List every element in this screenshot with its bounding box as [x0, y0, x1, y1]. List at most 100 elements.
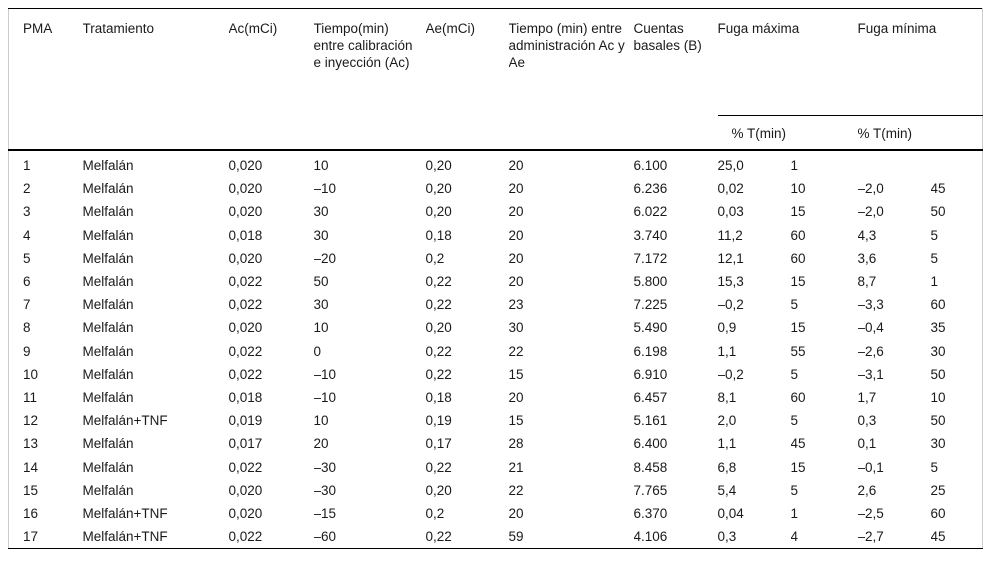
table-cell: [858, 150, 931, 177]
table-cell: –0,2: [717, 297, 744, 313]
table-cell: 45: [790, 436, 806, 452]
table-cell: 10: [930, 389, 946, 405]
table-cell: –0,1: [857, 459, 884, 475]
table-cell: Melfalán: [82, 204, 134, 220]
table-cell: –0,2: [717, 366, 744, 382]
table-cell: 15,3: [717, 274, 744, 290]
table-cell: 1: [930, 274, 939, 290]
table-cell: 0,18: [425, 389, 452, 405]
table-cell: 6: [23, 274, 31, 290]
table-cell: [931, 150, 983, 177]
table-cell: 1,1: [717, 436, 737, 452]
table-cell: 0,019: [228, 413, 263, 429]
table-cell: 5: [930, 250, 939, 266]
table-cell: 0,020: [228, 158, 263, 174]
table-cell: 50: [930, 413, 946, 429]
table-cell: 15: [790, 204, 806, 220]
table-cell: 0,20: [425, 482, 452, 498]
table-cell: 25: [930, 482, 946, 498]
table-cell: 20: [508, 505, 524, 521]
table-row: 1 Melfalán 0,020 10 0,20 20 6.100 25,0 1: [9, 150, 983, 177]
table-cell: 15: [508, 413, 524, 429]
table-cell: 4.106: [633, 529, 668, 545]
table-cell: 0,022: [228, 529, 263, 545]
table-cell: Melfalán: [82, 158, 134, 174]
table-cell: 6.100: [633, 158, 668, 174]
table-cell: 5: [23, 250, 31, 266]
table-cell: –3,1: [857, 366, 884, 382]
table-cell: 2,6: [857, 482, 877, 498]
table-cell: 0,018: [228, 389, 263, 405]
table-cell: 0,022: [228, 459, 263, 475]
table-cell: 6.198: [633, 343, 668, 359]
table-cell: 0,018: [228, 227, 263, 243]
table-cell: Melfalán: [82, 389, 134, 405]
table-cell: 8,1: [717, 389, 737, 405]
table-cell: 0,17: [425, 436, 452, 452]
table-row: 13 Melfalán 0,017 20 0,17 28 6.400 1,1 45 0,1 30: [9, 432, 983, 455]
table-cell: 30: [313, 204, 329, 220]
table-cell: 0,020: [228, 505, 263, 521]
subheader-fuga-minima-pct-t: % T(min): [857, 115, 983, 151]
table-cell: 0,22: [425, 343, 452, 359]
table-cell: 4: [23, 227, 31, 243]
table-cell: 8.458: [633, 459, 668, 475]
table-cell: –60: [313, 529, 337, 545]
table-cell: 0,1: [857, 436, 877, 452]
table-cell: 0,9: [717, 320, 737, 336]
table-cell: 22: [508, 482, 524, 498]
table-cell: 20: [508, 158, 524, 174]
table-cell: 15: [23, 482, 39, 498]
col-header-cuentas-basales: Cuentas basales (B): [633, 8, 718, 151]
table-cell: –15: [313, 505, 337, 521]
table-cell: 55: [790, 343, 806, 359]
table-cell: –2,6: [857, 343, 884, 359]
table-cell: 28: [508, 436, 524, 452]
table-cell: Melfalán: [82, 343, 134, 359]
table-cell: 0,3: [857, 413, 877, 429]
table-cell: 21: [508, 459, 524, 475]
table-cell: 0,020: [228, 250, 263, 266]
table-cell: 0: [313, 343, 322, 359]
table-cell: 20: [313, 436, 329, 452]
table-cell: 2: [23, 181, 31, 197]
table-row: 12 Melfalán+TNF 0,019 10 0,19 15 5.161 2,0 5 0,3 5…: [9, 409, 983, 432]
table-cell: Melfalán: [82, 459, 134, 475]
table-cell: 12,1: [717, 250, 744, 266]
table-cell: 5.800: [633, 274, 668, 290]
table-cell: 0,020: [228, 320, 263, 336]
col-header-ae-mci: Ae(mCi): [425, 8, 509, 151]
table-cell: 0,022: [228, 366, 263, 382]
table-cell: 6.910: [633, 366, 668, 382]
table-cell: Melfalán+TNF: [82, 505, 168, 521]
table-cell: 0,022: [228, 343, 263, 359]
table-cell: 7: [23, 297, 31, 313]
table-body: 1 Melfalán 0,020 10 0,20 20 6.100 25,0 1 2 Melfalá…: [9, 150, 983, 549]
table-cell: –10: [313, 181, 337, 197]
table-cell: 1: [23, 158, 31, 174]
table-cell: 20: [508, 389, 524, 405]
table-row: 17 Melfalán+TNF 0,022 –60 0,22 59 4.106 0,3 4 –2,…: [9, 525, 983, 549]
table-cell: 10: [23, 366, 39, 382]
table-cell: 13: [23, 436, 39, 452]
table-row: 3 Melfalán 0,020 30 0,20 20 6.022 0,03 15 –2,0 50: [9, 200, 983, 223]
subheader-row: % T(min) % T(min): [9, 115, 983, 151]
table-cell: 22: [508, 343, 524, 359]
table-cell: 60: [930, 505, 946, 521]
table-row: 5 Melfalán 0,020 –20 0,2 20 7.172 12,1 60 3,6 5: [9, 247, 983, 270]
table-cell: –10: [313, 366, 337, 382]
table-cell: 6,8: [717, 459, 737, 475]
table-cell: 7.765: [633, 482, 668, 498]
table-cell: Melfalán: [82, 366, 134, 382]
table-cell: 15: [790, 274, 806, 290]
table-cell: 15: [508, 366, 524, 382]
table-cell: 10: [313, 413, 329, 429]
table-cell: Melfalán: [82, 297, 134, 313]
table-cell: –2,7: [857, 529, 884, 545]
table-cell: 1: [790, 158, 799, 174]
table-cell: 30: [313, 227, 329, 243]
table-row: 14 Melfalán 0,022 –30 0,22 21 8.458 6,8 15 –0,1 5: [9, 455, 983, 478]
col-header-tratamiento: Tratamiento: [82, 8, 229, 151]
table-cell: 0,020: [228, 204, 263, 220]
table-cell: 6.370: [633, 505, 668, 521]
